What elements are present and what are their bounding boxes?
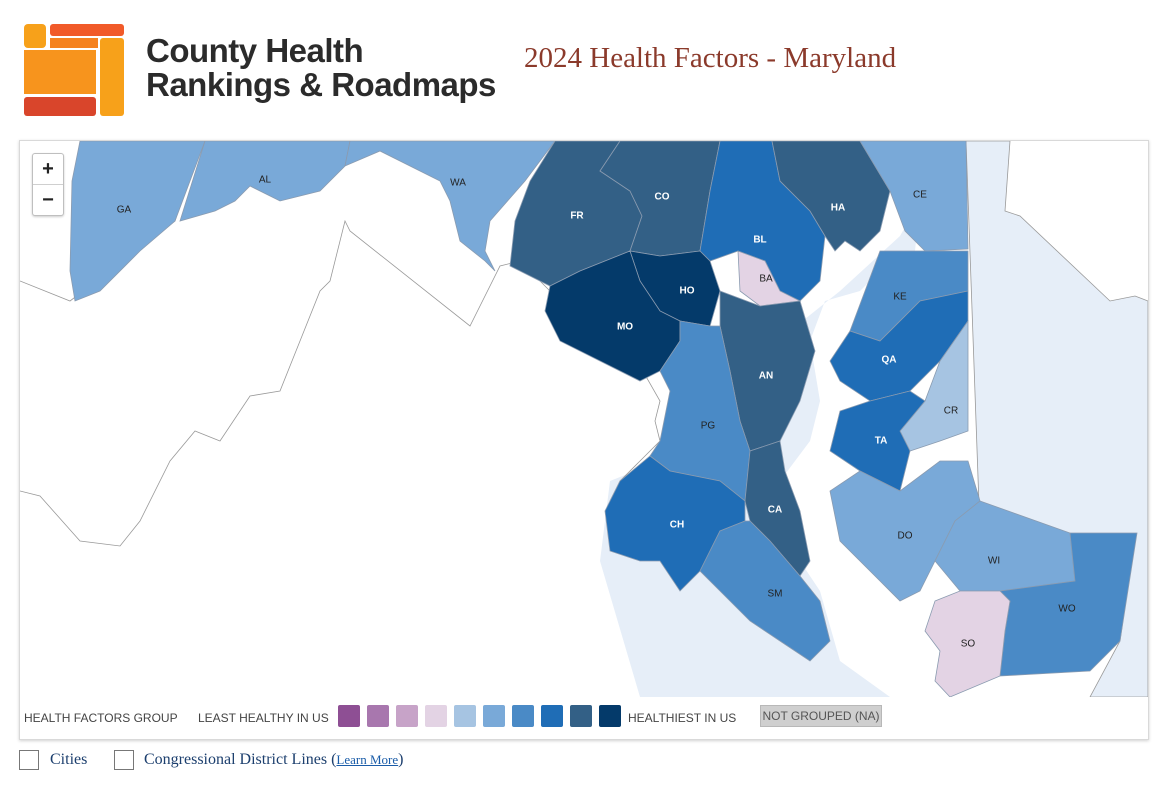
county-label-wo: WO bbox=[1058, 604, 1075, 615]
legend-swatch-9 bbox=[570, 705, 592, 727]
county-label-an: AN bbox=[759, 371, 773, 382]
district-lines-checkbox[interactable] bbox=[114, 750, 134, 770]
county-label-co: CO bbox=[655, 192, 670, 203]
legend-swatch-10 bbox=[599, 705, 621, 727]
county-label-ho: HO bbox=[680, 286, 695, 297]
county-label-cr: CR bbox=[944, 406, 958, 417]
county-label-wi: WI bbox=[988, 556, 1000, 567]
virginia-border bbox=[20, 219, 661, 547]
county-ta[interactable] bbox=[829, 390, 926, 492]
county-ch[interactable] bbox=[604, 455, 746, 592]
legend-swatch-5 bbox=[454, 705, 476, 727]
county-label-ce: CE bbox=[913, 190, 927, 201]
legend-swatch-6 bbox=[483, 705, 505, 727]
legend-swatch-7 bbox=[512, 705, 534, 727]
delaware-region bbox=[965, 141, 1148, 697]
county-label-ba: BA bbox=[759, 274, 773, 285]
chrr-logo bbox=[24, 24, 124, 116]
county-label-do: DO bbox=[898, 531, 913, 542]
county-label-pg: PG bbox=[701, 421, 716, 432]
learn-more-link[interactable]: Learn More bbox=[336, 752, 399, 767]
county-label-ch: CH bbox=[670, 520, 684, 531]
cities-label[interactable]: Cities bbox=[50, 751, 88, 768]
county-label-sm: SM bbox=[768, 589, 783, 600]
county-label-ha: HA bbox=[831, 203, 845, 214]
header: County Health Rankings & Roadmaps 2024 H… bbox=[0, 0, 1168, 130]
county-ga[interactable] bbox=[69, 141, 206, 302]
district-lines-label[interactable]: Congressional District Lines (Learn More… bbox=[144, 751, 404, 768]
county-label-ga: GA bbox=[117, 205, 132, 216]
legend-swatch-4 bbox=[425, 705, 447, 727]
legend-title: HEALTH FACTORS GROUP bbox=[24, 711, 178, 725]
zoom-in-button[interactable]: + bbox=[42, 158, 54, 180]
county-wa[interactable] bbox=[344, 141, 556, 272]
county-label-al: AL bbox=[259, 175, 272, 186]
legend-not-grouped: NOT GROUPED (NA) bbox=[760, 705, 882, 727]
brand-name: County Health Rankings & Roadmaps bbox=[146, 32, 496, 103]
map-layer-toggles: Cities Congressional District Lines (Lea… bbox=[19, 748, 619, 774]
county-label-wa: WA bbox=[450, 178, 466, 189]
legend-swatch-1 bbox=[338, 705, 360, 727]
zoom-control: + − bbox=[32, 153, 64, 216]
legend-swatch-8 bbox=[541, 705, 563, 727]
county-so[interactable] bbox=[924, 590, 1011, 697]
cities-checkbox[interactable] bbox=[19, 750, 39, 770]
county-label-fr: FR bbox=[570, 211, 584, 222]
county-sm[interactable] bbox=[699, 520, 831, 662]
county-label-so: SO bbox=[961, 639, 976, 650]
county-label-qa: QA bbox=[882, 355, 897, 366]
county-label-bl: BL bbox=[753, 235, 766, 246]
county-label-ta: TA bbox=[875, 436, 888, 447]
legend-healthiest-label: HEALTHIEST IN US bbox=[628, 711, 737, 725]
county-label-ke: KE bbox=[893, 292, 907, 303]
page-title: 2024 Health Factors - Maryland bbox=[524, 42, 897, 74]
legend-least-label: LEAST HEALTHY IN US bbox=[198, 711, 329, 725]
county-label-mo: MO bbox=[617, 322, 633, 333]
legend-swatch-2 bbox=[367, 705, 389, 727]
map-container[interactable]: GA AL WA FR CO BL HA CE BA HO MO KE AN QA PG CR TA CA CH DO… bbox=[19, 140, 1149, 740]
county-ca[interactable] bbox=[744, 440, 811, 577]
zoom-out-button[interactable]: − bbox=[33, 184, 63, 215]
county-label-ca: CA bbox=[768, 505, 782, 516]
legend-swatch-3 bbox=[396, 705, 418, 727]
maryland-map[interactable]: GA AL WA FR CO BL HA CE BA HO MO KE AN QA PG CR TA CA CH DO… bbox=[20, 141, 1148, 697]
legend: HEALTH FACTORS GROUP LEAST HEALTHY IN US… bbox=[20, 697, 1148, 739]
